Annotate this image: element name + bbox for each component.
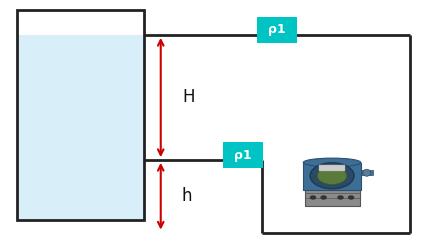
FancyBboxPatch shape <box>257 17 297 43</box>
Bar <box>319 165 345 171</box>
Circle shape <box>317 167 347 184</box>
Text: H: H <box>182 88 195 106</box>
Ellipse shape <box>363 169 371 176</box>
Circle shape <box>321 196 326 199</box>
Circle shape <box>338 196 343 199</box>
FancyBboxPatch shape <box>223 142 263 168</box>
Ellipse shape <box>303 158 361 167</box>
Circle shape <box>349 196 354 199</box>
Text: h: h <box>182 187 192 205</box>
Bar <box>361 170 373 175</box>
Text: ρ1: ρ1 <box>234 148 252 162</box>
Bar <box>17 35 144 220</box>
Circle shape <box>310 196 316 199</box>
Bar <box>303 162 361 190</box>
Bar <box>305 189 360 206</box>
Bar <box>17 10 144 220</box>
Text: ρ1: ρ1 <box>268 24 286 36</box>
Circle shape <box>310 163 354 189</box>
